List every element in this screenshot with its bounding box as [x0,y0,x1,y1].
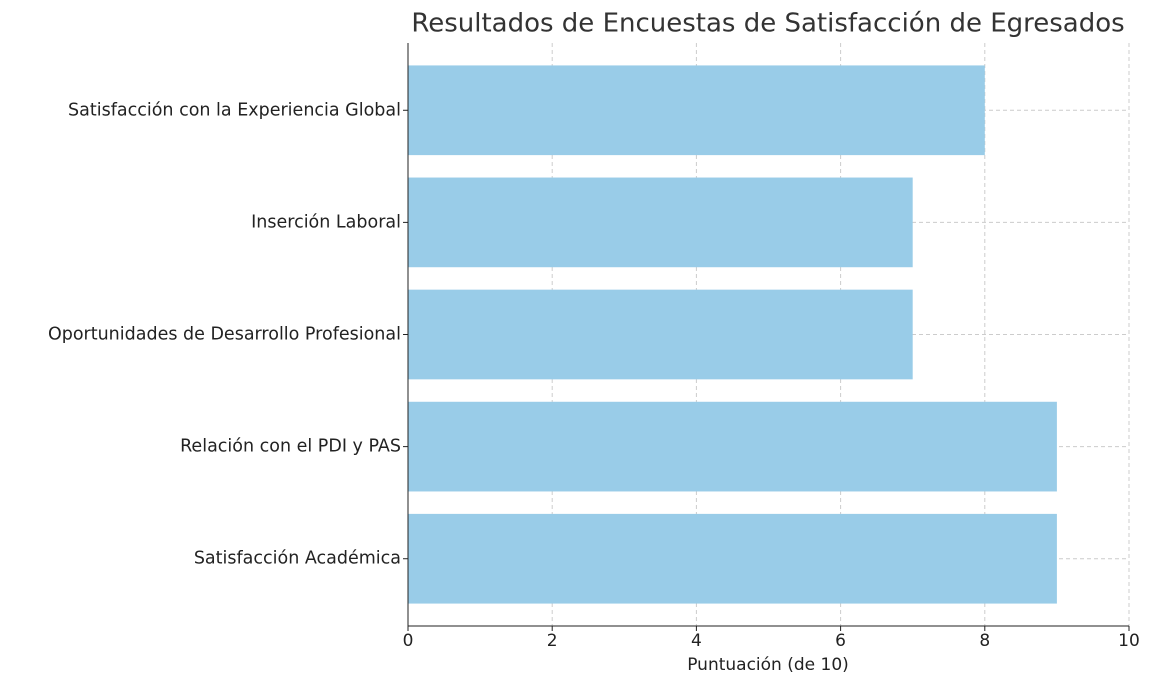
bar [408,513,1057,604]
y-tick-label: Oportunidades de Desarrollo Profesional [48,325,401,345]
bar [408,401,1057,492]
bar [408,289,913,380]
y-tick-label: Relación con el PDI y PAS [180,437,401,457]
bar [408,65,985,156]
y-tick-label: Inserción Laboral [251,212,401,232]
x-tick-label: 6 [835,631,846,651]
x-axis-label: Puntuación (de 10) [687,655,849,675]
y-tick-label: Satisfacción Académica [194,549,401,569]
x-tick-label: 0 [403,631,414,651]
x-tick-label: 2 [547,631,558,651]
x-tick-label: 8 [979,631,990,651]
bar [408,177,913,268]
chart-title: Resultados de Encuestas de Satisfacción … [411,9,1124,39]
x-tick-label: 10 [1118,631,1140,651]
x-tick-label: 4 [691,631,702,651]
y-tick-label: Satisfacción con la Experiencia Global [68,100,401,120]
